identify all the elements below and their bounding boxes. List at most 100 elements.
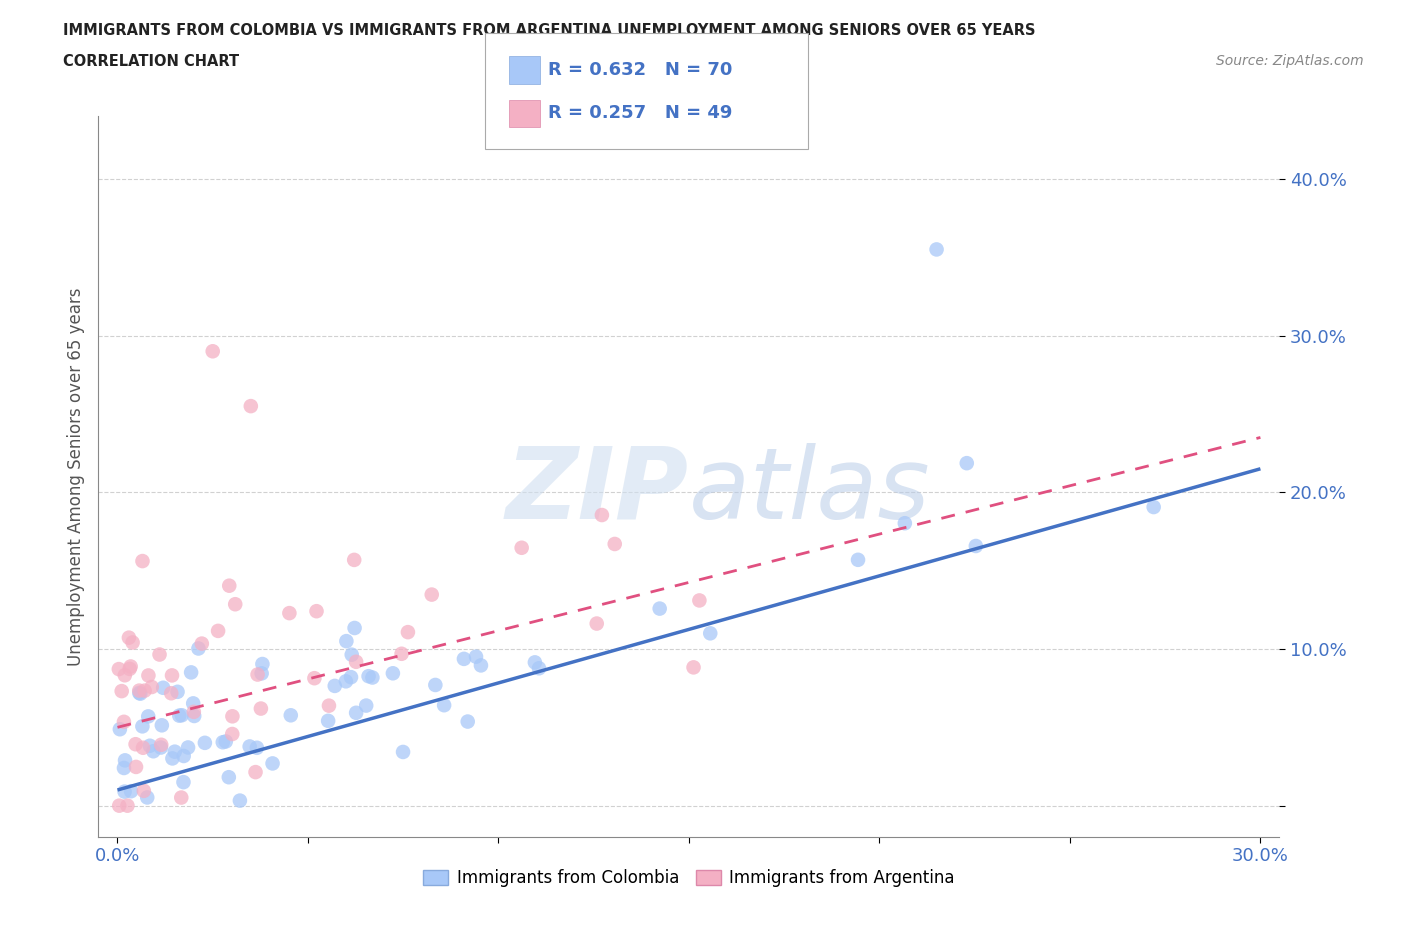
Point (239, 739, 262, 754)
Point (361, 670, 384, 684)
Point (396, 625, 419, 640)
Point (180, 665, 202, 680)
Point (523, 655, 546, 670)
Point (699, 626, 721, 641)
Point (510, 540, 533, 555)
Point (120, 659, 142, 674)
Point (343, 552, 366, 567)
Point (304, 671, 326, 685)
Point (433, 698, 456, 712)
Point (846, 552, 869, 567)
Point (125, 760, 148, 775)
Point (218, 770, 240, 785)
Point (207, 623, 229, 638)
Point (470, 658, 492, 672)
Text: IMMIGRANTS FROM COLOMBIA VS IMMIGRANTS FROM ARGENTINA UNEMPLOYMENT AMONG SENIORS: IMMIGRANTS FROM COLOMBIA VS IMMIGRANTS F… (63, 23, 1036, 38)
Point (344, 705, 367, 720)
Point (141, 680, 163, 695)
Point (252, 657, 274, 671)
Point (149, 740, 172, 755)
Point (160, 685, 183, 700)
Point (117, 798, 139, 813)
Point (160, 668, 183, 683)
Point (603, 537, 626, 551)
Point (150, 718, 173, 733)
Point (246, 740, 269, 755)
Point (280, 708, 302, 723)
Point (201, 344, 224, 359)
Point (169, 708, 191, 723)
Point (335, 633, 357, 648)
Point (132, 783, 155, 798)
Point (224, 597, 246, 612)
Point (166, 684, 188, 699)
Point (457, 714, 479, 729)
Point (262, 756, 284, 771)
Point (1143, 499, 1166, 514)
Point (183, 704, 205, 719)
Point (392, 745, 415, 760)
Point (120, 784, 142, 799)
Point (187, 641, 209, 656)
Point (335, 674, 357, 689)
Point (118, 661, 141, 676)
Point (218, 578, 240, 593)
Point (148, 647, 170, 662)
Point (112, 714, 135, 729)
Text: atlas: atlas (689, 443, 931, 539)
Point (465, 649, 488, 664)
Point (221, 726, 243, 741)
Point (340, 647, 363, 662)
Point (340, 670, 363, 684)
Point (118, 631, 141, 645)
Point (215, 734, 238, 749)
Point (221, 709, 243, 724)
Point (170, 708, 193, 723)
Point (177, 740, 200, 755)
Point (150, 737, 173, 752)
Point (128, 685, 150, 700)
Point (965, 538, 987, 553)
Point (420, 587, 443, 602)
Point (344, 655, 367, 670)
Point (316, 713, 339, 728)
Text: R = 0.257   N = 49: R = 0.257 N = 49 (548, 104, 733, 123)
Point (194, 736, 217, 751)
Point (111, 684, 134, 698)
Point (591, 508, 613, 523)
Point (112, 761, 135, 776)
Point (246, 667, 269, 682)
Point (129, 686, 152, 701)
Point (163, 744, 186, 759)
Point (131, 553, 153, 568)
Point (318, 698, 340, 713)
Point (142, 744, 165, 759)
Point (239, 399, 262, 414)
Point (527, 661, 550, 676)
Point (173, 749, 195, 764)
Point (128, 684, 150, 698)
Point (132, 740, 155, 755)
Point (956, 456, 979, 471)
Point (114, 668, 136, 683)
Point (894, 516, 917, 531)
Point (381, 666, 404, 681)
Point (134, 684, 156, 698)
Point (357, 669, 380, 684)
Point (114, 784, 136, 799)
Point (250, 701, 273, 716)
Point (453, 651, 475, 666)
Text: ZIP: ZIP (506, 443, 689, 539)
Text: CORRELATION CHART: CORRELATION CHART (63, 54, 239, 69)
Point (170, 790, 193, 805)
Point (108, 722, 131, 737)
Point (343, 620, 366, 635)
Point (211, 735, 233, 750)
Point (183, 709, 205, 724)
Point (162, 751, 184, 765)
Point (278, 605, 301, 620)
Point (305, 604, 328, 618)
Point (131, 719, 153, 734)
Point (229, 793, 252, 808)
Point (136, 790, 159, 804)
